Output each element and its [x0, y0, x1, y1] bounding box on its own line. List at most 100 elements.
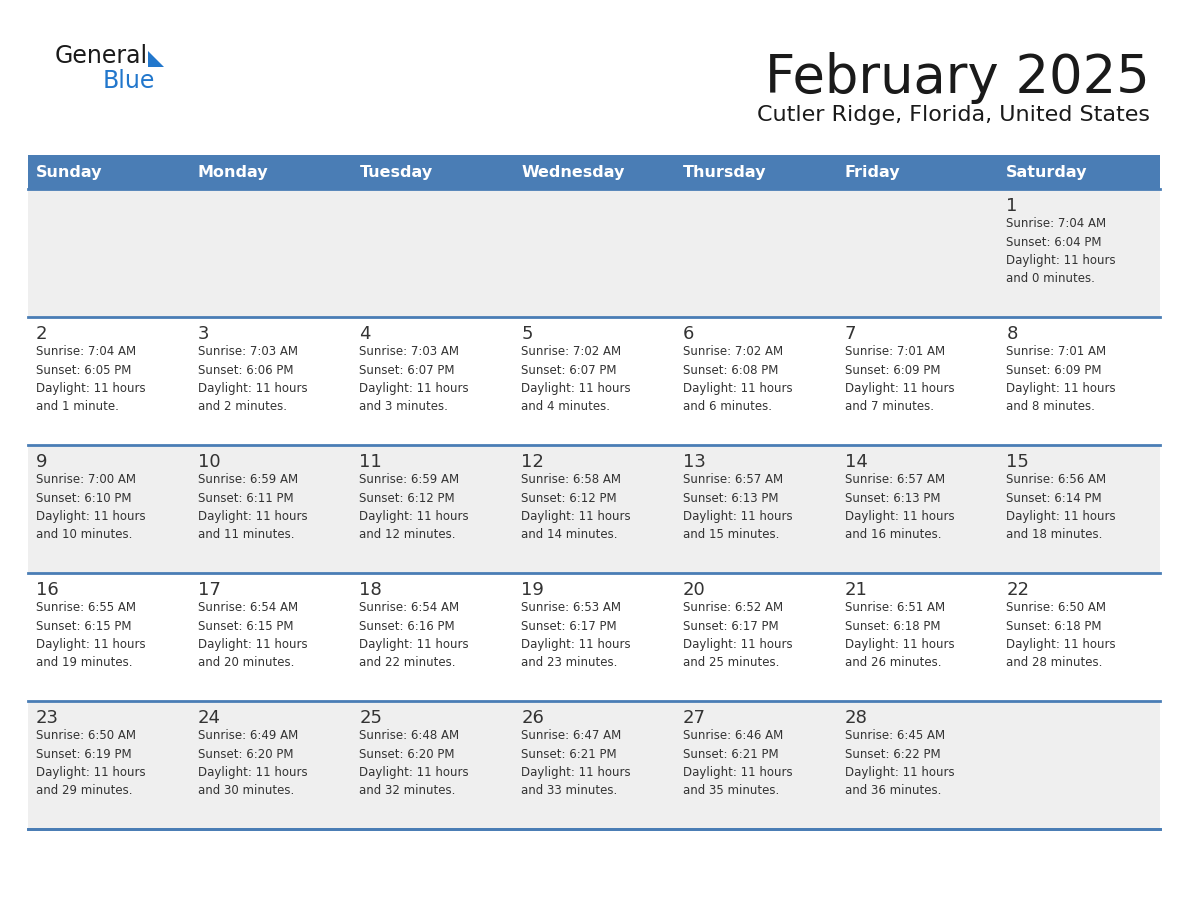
Text: 27: 27: [683, 709, 706, 727]
Text: Sunrise: 6:52 AM
Sunset: 6:17 PM
Daylight: 11 hours
and 25 minutes.: Sunrise: 6:52 AM Sunset: 6:17 PM Dayligh…: [683, 601, 792, 669]
Text: Sunrise: 7:01 AM
Sunset: 6:09 PM
Daylight: 11 hours
and 7 minutes.: Sunrise: 7:01 AM Sunset: 6:09 PM Dayligh…: [845, 345, 954, 413]
Text: Sunrise: 6:54 AM
Sunset: 6:16 PM
Daylight: 11 hours
and 22 minutes.: Sunrise: 6:54 AM Sunset: 6:16 PM Dayligh…: [360, 601, 469, 669]
Bar: [190, 701, 352, 829]
Bar: [675, 317, 836, 445]
Text: Sunrise: 7:02 AM
Sunset: 6:08 PM
Daylight: 11 hours
and 6 minutes.: Sunrise: 7:02 AM Sunset: 6:08 PM Dayligh…: [683, 345, 792, 413]
Text: 3: 3: [197, 325, 209, 343]
Bar: [675, 445, 836, 573]
Text: Friday: Friday: [845, 164, 901, 180]
Text: Blue: Blue: [103, 69, 156, 93]
Bar: [513, 445, 675, 573]
Text: Sunrise: 6:59 AM
Sunset: 6:11 PM
Daylight: 11 hours
and 11 minutes.: Sunrise: 6:59 AM Sunset: 6:11 PM Dayligh…: [197, 473, 308, 542]
Bar: [29, 317, 190, 445]
Bar: [513, 189, 675, 317]
Text: 2: 2: [36, 325, 48, 343]
Bar: [352, 573, 513, 701]
Bar: [998, 189, 1159, 317]
Bar: [836, 573, 998, 701]
Text: Sunrise: 6:47 AM
Sunset: 6:21 PM
Daylight: 11 hours
and 33 minutes.: Sunrise: 6:47 AM Sunset: 6:21 PM Dayligh…: [522, 729, 631, 798]
Text: Sunday: Sunday: [36, 164, 102, 180]
Bar: [190, 155, 352, 189]
Text: 16: 16: [36, 581, 58, 599]
Text: Sunrise: 6:46 AM
Sunset: 6:21 PM
Daylight: 11 hours
and 35 minutes.: Sunrise: 6:46 AM Sunset: 6:21 PM Dayligh…: [683, 729, 792, 798]
Bar: [836, 155, 998, 189]
Text: Wednesday: Wednesday: [522, 164, 625, 180]
Text: Tuesday: Tuesday: [360, 164, 432, 180]
Bar: [513, 573, 675, 701]
Text: Sunrise: 6:51 AM
Sunset: 6:18 PM
Daylight: 11 hours
and 26 minutes.: Sunrise: 6:51 AM Sunset: 6:18 PM Dayligh…: [845, 601, 954, 669]
Text: 12: 12: [522, 453, 544, 471]
Text: 13: 13: [683, 453, 706, 471]
Bar: [352, 701, 513, 829]
Text: Sunrise: 6:57 AM
Sunset: 6:13 PM
Daylight: 11 hours
and 16 minutes.: Sunrise: 6:57 AM Sunset: 6:13 PM Dayligh…: [845, 473, 954, 542]
Bar: [998, 573, 1159, 701]
Text: Monday: Monday: [197, 164, 268, 180]
Text: 19: 19: [522, 581, 544, 599]
Bar: [190, 573, 352, 701]
Text: 21: 21: [845, 581, 867, 599]
Text: Sunrise: 7:00 AM
Sunset: 6:10 PM
Daylight: 11 hours
and 10 minutes.: Sunrise: 7:00 AM Sunset: 6:10 PM Dayligh…: [36, 473, 146, 542]
Bar: [513, 701, 675, 829]
Bar: [998, 317, 1159, 445]
Text: Sunrise: 6:56 AM
Sunset: 6:14 PM
Daylight: 11 hours
and 18 minutes.: Sunrise: 6:56 AM Sunset: 6:14 PM Dayligh…: [1006, 473, 1116, 542]
Text: 10: 10: [197, 453, 220, 471]
Bar: [352, 189, 513, 317]
Text: Sunrise: 7:03 AM
Sunset: 6:06 PM
Daylight: 11 hours
and 2 minutes.: Sunrise: 7:03 AM Sunset: 6:06 PM Dayligh…: [197, 345, 308, 413]
Bar: [29, 701, 190, 829]
Text: Cutler Ridge, Florida, United States: Cutler Ridge, Florida, United States: [757, 105, 1150, 125]
Text: Sunrise: 6:53 AM
Sunset: 6:17 PM
Daylight: 11 hours
and 23 minutes.: Sunrise: 6:53 AM Sunset: 6:17 PM Dayligh…: [522, 601, 631, 669]
Text: Sunrise: 6:49 AM
Sunset: 6:20 PM
Daylight: 11 hours
and 30 minutes.: Sunrise: 6:49 AM Sunset: 6:20 PM Dayligh…: [197, 729, 308, 798]
Bar: [352, 445, 513, 573]
Text: General: General: [55, 44, 148, 68]
Text: 4: 4: [360, 325, 371, 343]
Bar: [836, 701, 998, 829]
Bar: [675, 701, 836, 829]
Bar: [836, 445, 998, 573]
Bar: [29, 445, 190, 573]
Bar: [190, 189, 352, 317]
Text: Sunrise: 7:04 AM
Sunset: 6:04 PM
Daylight: 11 hours
and 0 minutes.: Sunrise: 7:04 AM Sunset: 6:04 PM Dayligh…: [1006, 217, 1116, 285]
Text: 26: 26: [522, 709, 544, 727]
Text: Sunrise: 6:48 AM
Sunset: 6:20 PM
Daylight: 11 hours
and 32 minutes.: Sunrise: 6:48 AM Sunset: 6:20 PM Dayligh…: [360, 729, 469, 798]
Text: Sunrise: 7:02 AM
Sunset: 6:07 PM
Daylight: 11 hours
and 4 minutes.: Sunrise: 7:02 AM Sunset: 6:07 PM Dayligh…: [522, 345, 631, 413]
Bar: [998, 445, 1159, 573]
Bar: [29, 189, 190, 317]
Text: Sunrise: 7:01 AM
Sunset: 6:09 PM
Daylight: 11 hours
and 8 minutes.: Sunrise: 7:01 AM Sunset: 6:09 PM Dayligh…: [1006, 345, 1116, 413]
Bar: [190, 445, 352, 573]
Bar: [513, 317, 675, 445]
Text: 14: 14: [845, 453, 867, 471]
Bar: [29, 155, 190, 189]
Text: 9: 9: [36, 453, 48, 471]
Text: Sunrise: 6:58 AM
Sunset: 6:12 PM
Daylight: 11 hours
and 14 minutes.: Sunrise: 6:58 AM Sunset: 6:12 PM Dayligh…: [522, 473, 631, 542]
Text: Sunrise: 6:50 AM
Sunset: 6:18 PM
Daylight: 11 hours
and 28 minutes.: Sunrise: 6:50 AM Sunset: 6:18 PM Dayligh…: [1006, 601, 1116, 669]
Polygon shape: [148, 51, 164, 67]
Text: 24: 24: [197, 709, 221, 727]
Text: 25: 25: [360, 709, 383, 727]
Bar: [352, 155, 513, 189]
Bar: [352, 317, 513, 445]
Text: Sunrise: 6:50 AM
Sunset: 6:19 PM
Daylight: 11 hours
and 29 minutes.: Sunrise: 6:50 AM Sunset: 6:19 PM Dayligh…: [36, 729, 146, 798]
Text: Sunrise: 6:45 AM
Sunset: 6:22 PM
Daylight: 11 hours
and 36 minutes.: Sunrise: 6:45 AM Sunset: 6:22 PM Dayligh…: [845, 729, 954, 798]
Text: 1: 1: [1006, 197, 1018, 215]
Text: Sunrise: 6:55 AM
Sunset: 6:15 PM
Daylight: 11 hours
and 19 minutes.: Sunrise: 6:55 AM Sunset: 6:15 PM Dayligh…: [36, 601, 146, 669]
Text: Sunrise: 6:59 AM
Sunset: 6:12 PM
Daylight: 11 hours
and 12 minutes.: Sunrise: 6:59 AM Sunset: 6:12 PM Dayligh…: [360, 473, 469, 542]
Bar: [513, 155, 675, 189]
Bar: [836, 317, 998, 445]
Text: Saturday: Saturday: [1006, 164, 1088, 180]
Bar: [675, 189, 836, 317]
Bar: [675, 573, 836, 701]
Text: February 2025: February 2025: [765, 52, 1150, 104]
Bar: [190, 317, 352, 445]
Text: 22: 22: [1006, 581, 1029, 599]
Text: Sunrise: 6:57 AM
Sunset: 6:13 PM
Daylight: 11 hours
and 15 minutes.: Sunrise: 6:57 AM Sunset: 6:13 PM Dayligh…: [683, 473, 792, 542]
Bar: [675, 155, 836, 189]
Text: 15: 15: [1006, 453, 1029, 471]
Text: 20: 20: [683, 581, 706, 599]
Text: 5: 5: [522, 325, 532, 343]
Text: Sunrise: 7:03 AM
Sunset: 6:07 PM
Daylight: 11 hours
and 3 minutes.: Sunrise: 7:03 AM Sunset: 6:07 PM Dayligh…: [360, 345, 469, 413]
Text: 11: 11: [360, 453, 383, 471]
Text: 8: 8: [1006, 325, 1018, 343]
Bar: [29, 573, 190, 701]
Bar: [836, 189, 998, 317]
Text: Thursday: Thursday: [683, 164, 766, 180]
